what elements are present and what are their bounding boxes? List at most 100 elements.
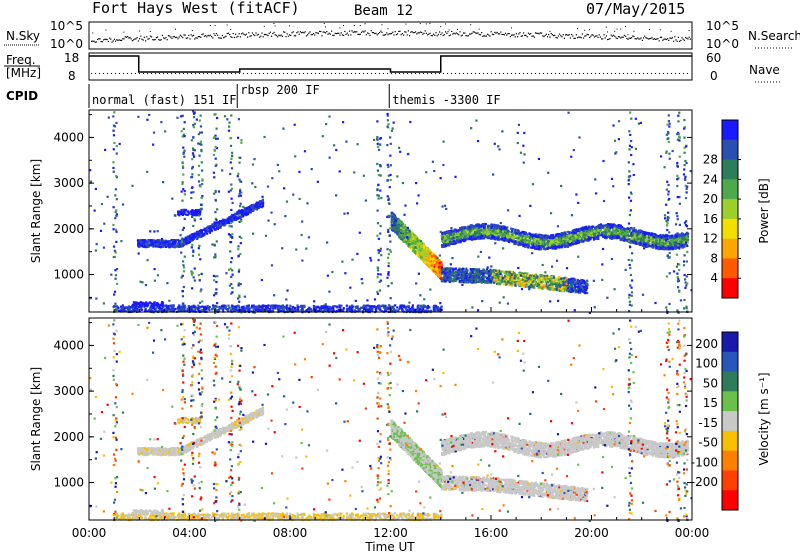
nave-point <box>379 73 380 74</box>
noise-point <box>103 39 105 41</box>
scatter-cell <box>503 239 506 242</box>
nave-point <box>607 73 608 74</box>
scatter-cell <box>405 242 409 245</box>
noise-point <box>688 36 690 38</box>
scatter-cell <box>219 219 222 223</box>
scatter-cell <box>141 242 145 245</box>
scatter-cell <box>204 227 207 231</box>
noise-point <box>159 39 161 41</box>
noise-point <box>290 34 292 37</box>
scatter-cell <box>392 225 395 228</box>
noise-point <box>178 36 180 38</box>
scatter-cell <box>396 224 399 227</box>
nave-point <box>327 73 328 74</box>
noise-point <box>683 39 685 41</box>
scatter-cell <box>391 212 394 215</box>
scatter-cell <box>410 234 413 237</box>
noise-point <box>218 37 220 39</box>
scatter-cell <box>423 253 426 257</box>
scatter-cell <box>237 210 240 213</box>
noise-point <box>211 36 213 38</box>
scatter-cell <box>391 213 394 216</box>
scatter-cell <box>179 212 182 216</box>
noise-spike <box>584 29 586 31</box>
noise-point <box>208 35 210 37</box>
nave-point <box>227 73 228 74</box>
station-title: Fort Hays West (fitACF) <box>92 0 300 17</box>
noise-point <box>623 34 625 37</box>
scatter-cell <box>438 275 441 278</box>
noise-point <box>325 32 327 34</box>
scatter-cell <box>247 208 251 211</box>
scatter-cell <box>142 239 145 242</box>
scatter-cell <box>411 245 414 248</box>
noise-spike <box>625 25 626 27</box>
noise-point <box>635 38 637 40</box>
noise-point <box>553 34 555 37</box>
noise-point <box>223 37 225 39</box>
scatter-cell <box>429 254 432 257</box>
noise-point <box>622 36 624 38</box>
noise-point <box>428 33 430 35</box>
scatter-cell <box>412 235 415 238</box>
scatter-cell <box>503 237 507 240</box>
scatter-cell <box>146 241 149 244</box>
noise-point <box>172 36 174 38</box>
scatter-cell <box>154 244 157 247</box>
scatter-cell <box>216 227 219 230</box>
noise-point <box>526 36 528 38</box>
noise-point <box>392 31 394 33</box>
noise-point <box>554 34 556 36</box>
scatter-cell <box>188 240 191 243</box>
noise-point <box>574 37 576 39</box>
noise-point <box>329 33 331 35</box>
noise-spike <box>605 26 607 28</box>
noise-point <box>429 32 431 34</box>
scatter-cell <box>416 251 419 254</box>
nave-point <box>527 73 528 74</box>
scatter-cell <box>562 237 566 240</box>
noise-point <box>555 36 557 39</box>
scatter-cell <box>216 223 219 226</box>
noise-point <box>584 35 586 37</box>
noise-spike <box>425 23 427 25</box>
noise-point <box>455 32 457 34</box>
scatter-cell <box>167 243 170 246</box>
noise-point <box>557 35 559 37</box>
scatter-cell <box>415 250 418 253</box>
nave-point <box>447 73 448 74</box>
scatter-cell <box>563 245 566 249</box>
noise-point <box>291 32 293 34</box>
nave-point <box>511 73 512 74</box>
scatter-cell <box>188 235 191 239</box>
noise-point <box>100 40 102 43</box>
noise-point <box>386 32 388 34</box>
scatter-cell <box>617 224 620 227</box>
noise-point <box>148 38 150 40</box>
noise-point <box>143 36 145 38</box>
nave-point <box>163 73 164 74</box>
noise-point <box>107 40 109 43</box>
scatter-cell <box>246 209 249 212</box>
scatter-cell <box>425 253 429 256</box>
scatter-cell <box>400 226 403 230</box>
scatter-cell <box>592 237 596 240</box>
scatter-cell <box>433 263 437 267</box>
noise-point <box>106 38 108 41</box>
scatter-cell <box>151 242 154 246</box>
scatter-cell <box>433 254 436 257</box>
scatter-cell <box>423 245 426 248</box>
noise-point <box>525 34 527 37</box>
noise-point <box>459 31 461 33</box>
scatter-cell <box>194 214 197 217</box>
scatter-cell <box>253 207 256 210</box>
scatter-cell <box>168 240 172 243</box>
noise-point <box>425 32 427 34</box>
scatter-cell <box>416 240 419 243</box>
scatter-cell <box>246 206 249 209</box>
noise-point <box>236 36 238 38</box>
scatter-cell <box>436 271 439 274</box>
scatter-cell <box>407 241 410 245</box>
scatter-cell <box>396 228 399 231</box>
noise-point <box>661 36 663 38</box>
